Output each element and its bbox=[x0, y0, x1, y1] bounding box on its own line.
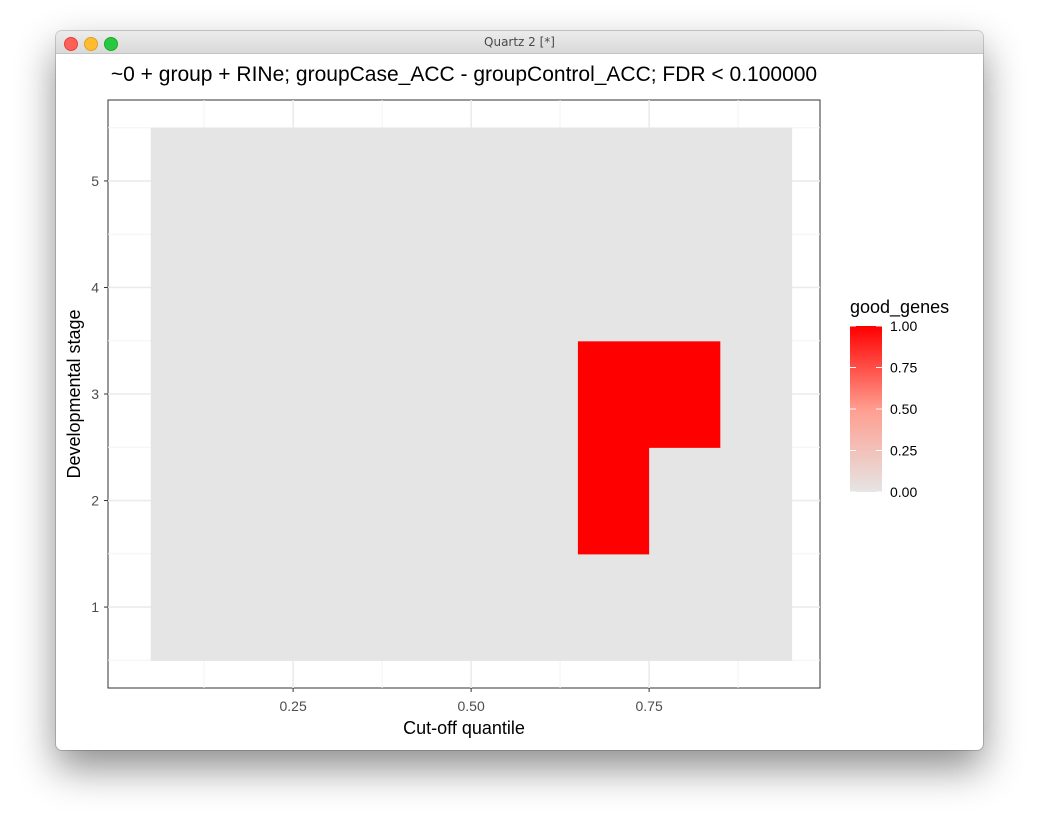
tile-stage-3-x-0.6 bbox=[507, 341, 579, 448]
tile-stage-2-x-0.9 bbox=[720, 447, 792, 554]
tile-stage-1-x-0.3 bbox=[293, 554, 365, 661]
tile-stage-5-x-0.8 bbox=[649, 128, 721, 235]
tile-stage-3-x-0.2 bbox=[222, 341, 294, 448]
chart-title: ~0 + group + RINe; groupCase_ACC - group… bbox=[111, 63, 817, 86]
tile-stage-4-x-0.8 bbox=[649, 234, 721, 341]
tile-stage-5-x-0.5 bbox=[436, 128, 508, 235]
tile-stage-5-x-0.2 bbox=[222, 128, 294, 235]
x-tick-label-2: 0.75 bbox=[635, 698, 662, 714]
legend-label-3: 0.25 bbox=[890, 443, 917, 459]
tile-stage-2-x-0.1 bbox=[151, 447, 223, 554]
tile-stage-3-x-0.1 bbox=[151, 341, 223, 448]
tile-stage-1-x-0.2 bbox=[222, 554, 294, 661]
tile-stage-5-x-0.6 bbox=[507, 128, 579, 235]
tile-stage-4-x-0.2 bbox=[222, 234, 294, 341]
tile-stage-4-x-0.6 bbox=[507, 234, 579, 341]
y-tick-label-3: 4 bbox=[91, 279, 99, 295]
tile-stage-2-x-0.8 bbox=[649, 447, 721, 554]
tile-stage-4-x-0.7 bbox=[578, 234, 650, 341]
tile-stage-4-x-0.5 bbox=[436, 234, 508, 341]
tile-stage-5-x-0.3 bbox=[293, 128, 365, 235]
tile-stage-3-x-0.3 bbox=[293, 341, 365, 448]
tile-stage-5-x-0.1 bbox=[151, 128, 223, 235]
legend-label-0: 1.00 bbox=[890, 318, 917, 334]
tile-stage-1-x-0.9 bbox=[720, 554, 792, 661]
legend-label-4: 0.00 bbox=[890, 484, 917, 500]
x-tick-label-1: 0.50 bbox=[457, 698, 484, 714]
tile-stage-2-x-0.2 bbox=[222, 447, 294, 554]
legend-label-1: 0.75 bbox=[890, 360, 917, 376]
tile-stage-1-x-0.4 bbox=[364, 554, 436, 661]
plot-canvas: ~0 + group + RINe; groupCase_ACC - group… bbox=[56, 31, 983, 750]
tile-stage-4-x-0.9 bbox=[720, 234, 792, 341]
tile-stage-3-x-0.8 bbox=[649, 341, 721, 448]
tile-stage-2-x-0.6 bbox=[507, 447, 579, 554]
y-tick-label-2: 3 bbox=[91, 386, 99, 402]
tile-stage-1-x-0.1 bbox=[151, 554, 223, 661]
tile-stage-1-x-0.7 bbox=[578, 554, 650, 661]
tile-stage-4-x-0.1 bbox=[151, 234, 223, 341]
tile-stage-3-x-0.9 bbox=[720, 341, 792, 448]
tile-stage-5-x-0.7 bbox=[578, 128, 650, 235]
legend-label-2: 0.50 bbox=[890, 401, 917, 417]
tile-stage-1-x-0.6 bbox=[507, 554, 579, 661]
legend: good_genes 1.00 0.75 0.50 0.25 0.00 bbox=[850, 297, 949, 500]
y-tick-label-0: 1 bbox=[91, 599, 99, 615]
x-tick-label-0: 0.25 bbox=[279, 698, 306, 714]
tile-stage-4-x-0.4 bbox=[364, 234, 436, 341]
tile-stage-3-x-0.4 bbox=[364, 341, 436, 448]
legend-title: good_genes bbox=[850, 297, 949, 318]
x-axis-label: Cut-off quantile bbox=[403, 718, 525, 738]
y-axis-label: Developmental stage bbox=[64, 309, 84, 478]
tile-stage-3-x-0.7 bbox=[578, 341, 650, 448]
tile-stage-4-x-0.3 bbox=[293, 234, 365, 341]
tile-stage-2-x-0.3 bbox=[293, 447, 365, 554]
tile-stage-2-x-0.5 bbox=[436, 447, 508, 554]
tile-stage-2-x-0.7 bbox=[578, 447, 650, 554]
tile-stage-1-x-0.8 bbox=[649, 554, 721, 661]
y-tick-label-1: 2 bbox=[91, 493, 99, 509]
heatmap-tiles bbox=[151, 128, 792, 661]
tile-stage-5-x-0.9 bbox=[720, 128, 792, 235]
tile-stage-5-x-0.4 bbox=[364, 128, 436, 235]
tile-stage-2-x-0.4 bbox=[364, 447, 436, 554]
tile-stage-1-x-0.5 bbox=[436, 554, 508, 661]
y-tick-label-4: 5 bbox=[91, 173, 99, 189]
tile-stage-3-x-0.5 bbox=[436, 341, 508, 448]
quartz-window: Quartz 2 [*] ~0 + group + RINe; groupCas… bbox=[56, 31, 983, 750]
